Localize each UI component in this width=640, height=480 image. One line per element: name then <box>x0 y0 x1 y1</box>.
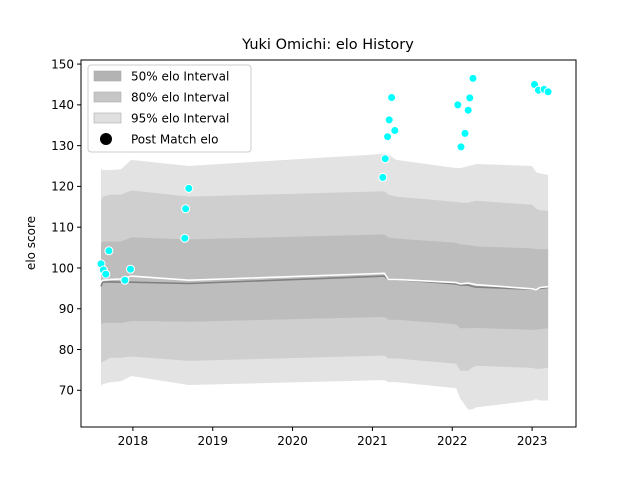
legend-swatch-band95 <box>93 112 122 124</box>
y-tick-label-140: 140 <box>51 98 74 112</box>
data-point-12 <box>384 115 394 125</box>
data-point-18 <box>463 105 473 115</box>
data-point-6 <box>180 233 190 243</box>
data-point-20 <box>468 73 478 83</box>
x-tick-label-2023: 2023 <box>517 434 548 448</box>
data-point-14 <box>390 126 400 135</box>
x-tick-label-2018: 2018 <box>118 434 149 448</box>
post-elo-line <box>100 272 549 291</box>
data-point-2 <box>101 269 111 279</box>
y-tick-label-70: 70 <box>59 384 74 398</box>
data-point-3 <box>104 246 114 256</box>
data-point-16 <box>456 142 466 152</box>
x-tick-label-2020: 2020 <box>277 434 308 448</box>
legend: 50% elo Interval 80% elo Interval 95% elo … <box>87 64 252 153</box>
y-tick-label-100: 100 <box>51 261 74 275</box>
data-point-24 <box>543 87 553 97</box>
y-tick-label-90: 90 <box>59 302 74 316</box>
chart-title: Yuki Omichi: elo History <box>241 37 414 53</box>
data-point-8 <box>184 183 194 193</box>
legend-box <box>87 64 252 153</box>
data-point-10 <box>380 154 390 164</box>
data-point-9 <box>378 172 388 182</box>
legend-label-marker: Post Match elo <box>131 133 218 147</box>
band-50-interval <box>101 234 549 330</box>
x-tick-label-2021: 2021 <box>357 434 388 448</box>
y-axis-label: elo score <box>24 216 38 270</box>
data-point-4 <box>120 275 130 285</box>
data-point-11 <box>383 132 393 142</box>
legend-swatch-band80 <box>93 91 122 103</box>
axes: 2018 2019 2020 2021 2022 2023 70 80 90 100 110 120 1… <box>51 57 577 448</box>
x-tick-label-2019: 2019 <box>197 434 228 448</box>
y-tick-label-110: 110 <box>51 220 74 234</box>
data-point-13 <box>387 93 397 102</box>
legend-label-band50: 50% elo Interval <box>131 70 229 84</box>
legend-label-band80: 80% elo Interval <box>131 91 229 105</box>
data-point-5 <box>126 264 135 274</box>
legend-label-band95: 95% elo Interval <box>131 112 229 126</box>
axes-frame <box>80 59 577 428</box>
plot-area <box>96 73 553 410</box>
data-point-15 <box>453 100 463 110</box>
y-tick-label-130: 130 <box>51 139 74 153</box>
data-point-7 <box>181 204 191 214</box>
data-point-17 <box>460 128 470 138</box>
legend-swatch-band50 <box>93 70 122 82</box>
x-tick-label-2022: 2022 <box>437 434 468 448</box>
y-tick-label-150: 150 <box>51 57 74 71</box>
legend-marker-post-match <box>100 133 112 145</box>
y-tick-label-80: 80 <box>59 343 74 357</box>
data-point-19 <box>465 93 475 103</box>
y-tick-label-120: 120 <box>51 180 74 194</box>
